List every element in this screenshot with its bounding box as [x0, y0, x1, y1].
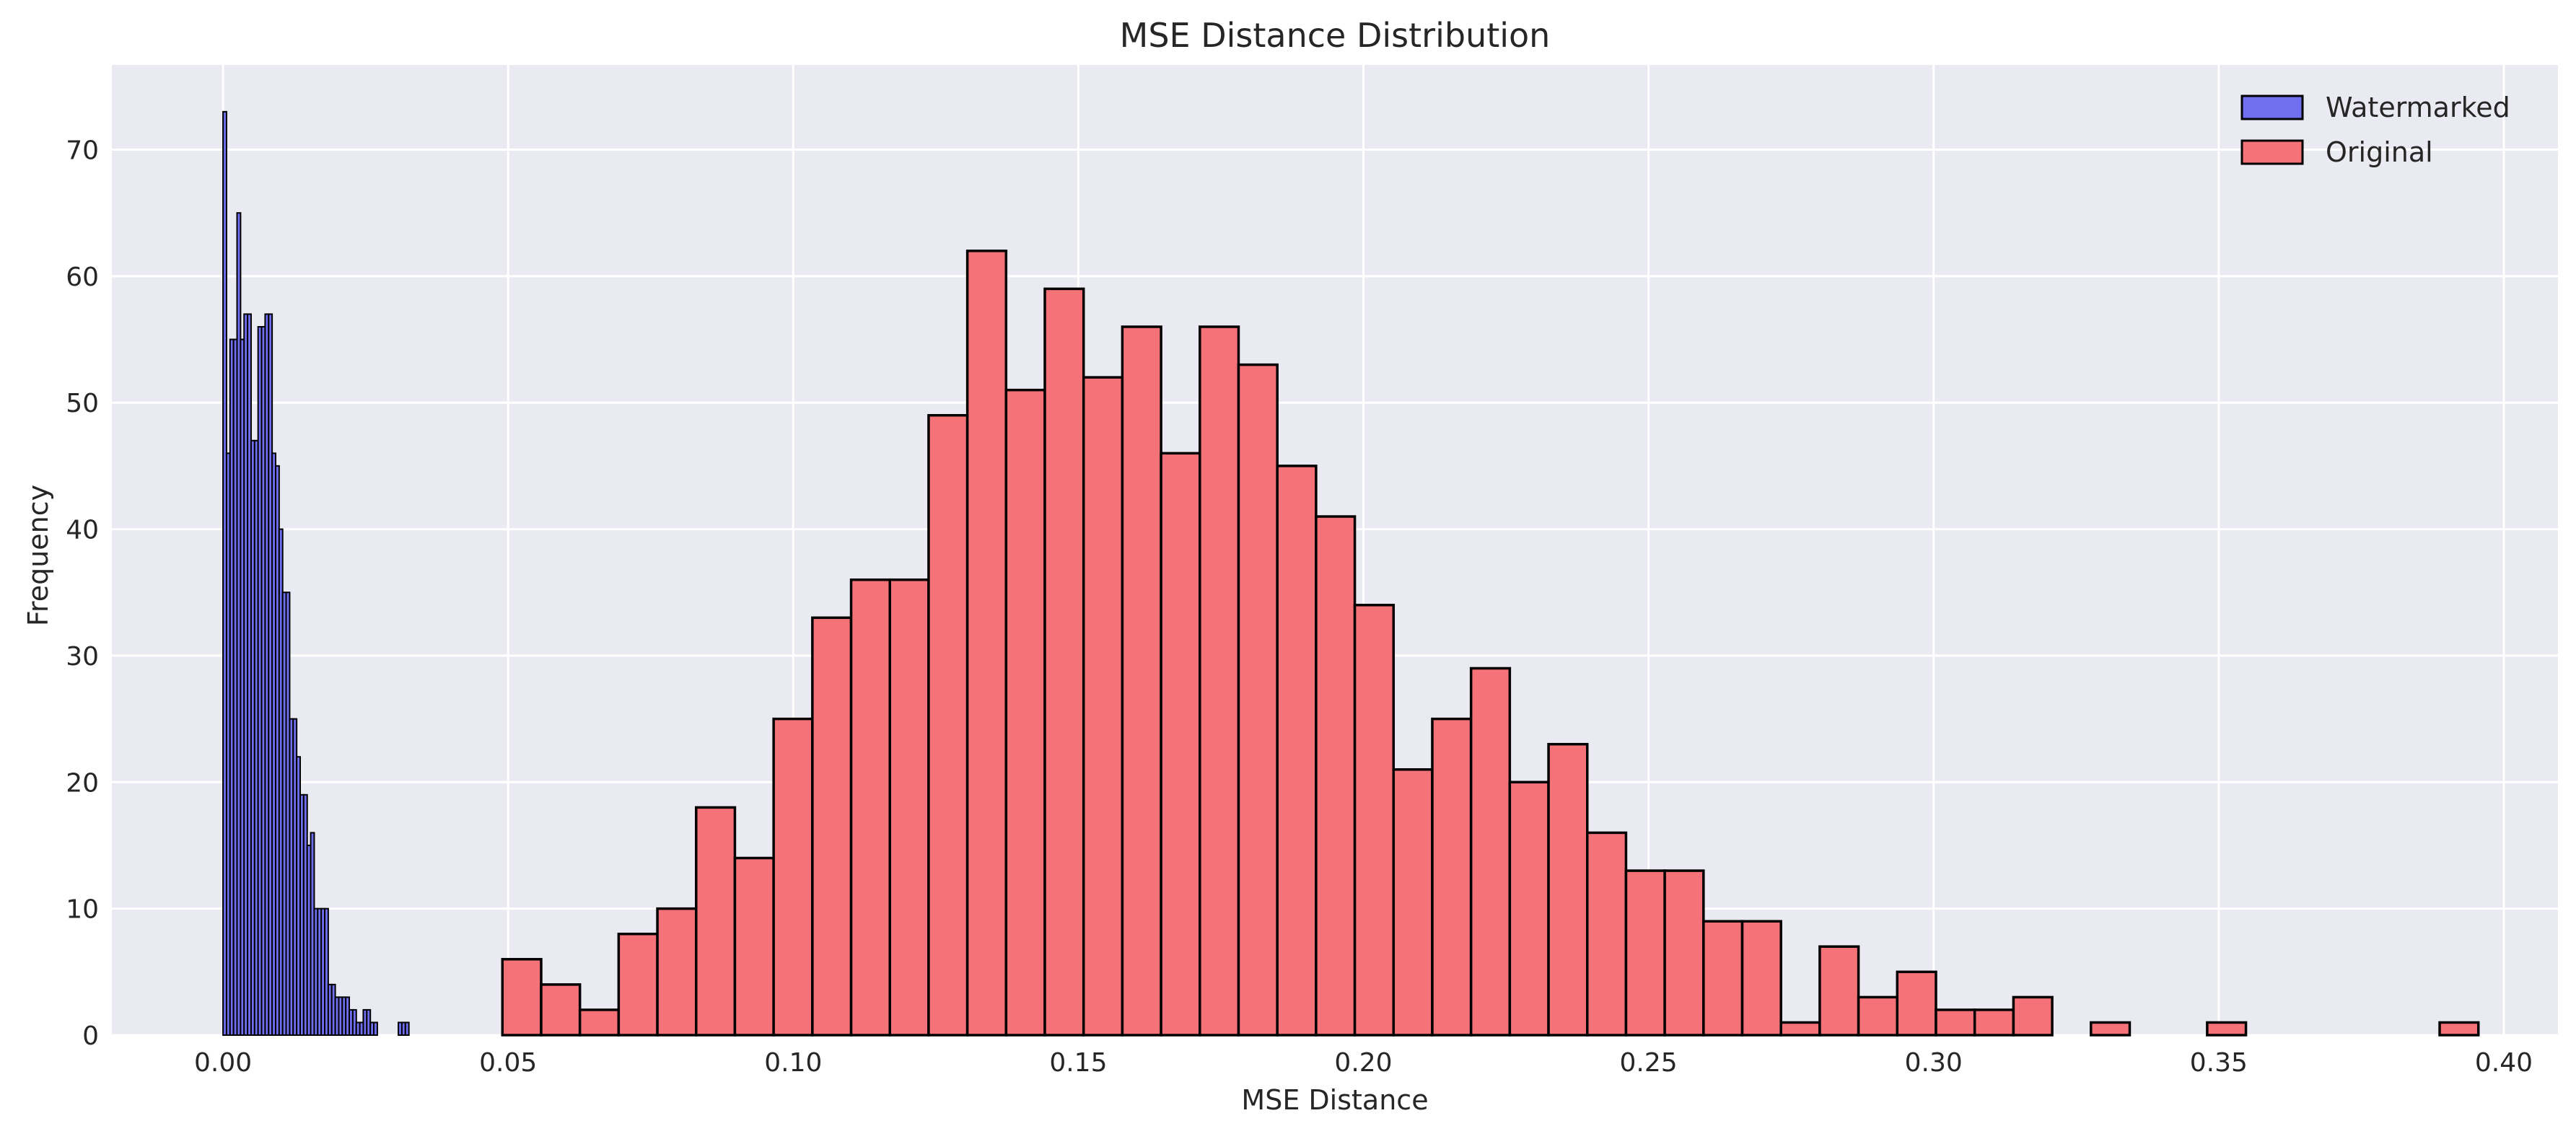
legend-swatch-original	[2240, 139, 2304, 165]
original-bar	[927, 413, 969, 1037]
original-bar	[1043, 287, 1085, 1037]
original-bar	[1779, 1021, 1821, 1037]
x-tick-label: 0.25	[1620, 1048, 1678, 1078]
original-bar	[733, 856, 775, 1037]
original-bar	[2438, 1021, 2480, 1037]
x-tick-label: 0.05	[479, 1048, 537, 1078]
watermarked-bar	[373, 1021, 378, 1036]
original-bars	[501, 250, 2480, 1037]
x-tick-label: 0.15	[1049, 1048, 1107, 1078]
y-tick-label: 40	[66, 516, 99, 545]
watermarked-bar	[404, 1021, 410, 1036]
original-bar	[501, 958, 543, 1037]
original-bar	[1896, 970, 1937, 1037]
original-bar	[1237, 363, 1279, 1037]
x-tick-label: 0.00	[194, 1048, 252, 1078]
original-bar	[849, 578, 891, 1037]
original-bar	[1624, 869, 1666, 1037]
x-tick-label: 0.20	[1334, 1048, 1392, 1078]
original-bar	[1702, 920, 1744, 1037]
original-bar	[1469, 667, 1512, 1037]
original-bar	[1315, 515, 1357, 1037]
x-axis-title: MSE Distance	[1241, 1084, 1428, 1116]
y-tick-label: 70	[66, 136, 99, 165]
legend-label-watermarked: Watermarked	[2326, 92, 2510, 123]
original-bar	[1121, 325, 1162, 1037]
original-bar	[1082, 376, 1124, 1037]
x-tick-label: 0.40	[2475, 1048, 2533, 1078]
original-bar	[1585, 831, 1628, 1037]
original-bar	[1431, 717, 1473, 1037]
x-tick-labels: 0.00 0.05 0.10 0.15 0.20 0.25 0.30 0.35 0.40	[194, 1048, 2533, 1078]
watermarked-bars	[222, 110, 410, 1037]
y-tick-label: 10	[66, 895, 99, 925]
original-bar	[2090, 1021, 2132, 1037]
y-tick-labels: 0 10 20 30 40 50 60 70	[66, 136, 99, 1051]
original-bar	[1740, 920, 1782, 1037]
original-bar	[1663, 869, 1705, 1037]
original-bar	[811, 616, 853, 1037]
y-tick-label: 0	[82, 1021, 99, 1051]
original-bar	[1353, 604, 1396, 1037]
original-bar	[1818, 945, 1860, 1037]
original-bar	[2012, 995, 2054, 1037]
original-bar	[1199, 325, 1240, 1037]
x-tick-label: 0.10	[764, 1048, 822, 1078]
original-bar	[1973, 1008, 2015, 1037]
original-bar	[1276, 465, 1318, 1037]
original-bar	[578, 1008, 621, 1037]
original-bar	[1004, 388, 1046, 1037]
original-bar	[656, 907, 698, 1037]
y-tick-label: 20	[66, 768, 99, 798]
original-bar	[888, 578, 930, 1037]
original-bar	[540, 983, 582, 1037]
chart-title: MSE Distance Distribution	[1120, 16, 1551, 55]
y-tick-label: 50	[66, 389, 99, 418]
x-tick-label: 0.30	[1905, 1048, 1963, 1078]
legend-label-original: Original	[2326, 136, 2433, 168]
original-bar	[1160, 452, 1201, 1037]
original-bar	[1547, 742, 1589, 1037]
original-bar	[772, 717, 814, 1037]
x-tick-label: 0.35	[2190, 1048, 2248, 1078]
y-tick-label: 30	[66, 642, 99, 672]
original-bar	[1392, 768, 1434, 1037]
original-bar	[1857, 995, 1899, 1037]
watermarked-bar	[324, 907, 329, 1037]
y-axis-title: Frequency	[22, 485, 54, 626]
legend-swatch-watermarked	[2240, 94, 2304, 120]
original-bar	[2206, 1021, 2248, 1037]
original-bar	[695, 806, 737, 1037]
y-tick-label: 60	[66, 263, 99, 292]
original-bar	[965, 250, 1008, 1037]
original-bar	[1508, 780, 1550, 1037]
original-bar	[1935, 1008, 1976, 1037]
original-bar	[617, 932, 659, 1037]
legend: Watermarked Original	[2240, 92, 2510, 168]
